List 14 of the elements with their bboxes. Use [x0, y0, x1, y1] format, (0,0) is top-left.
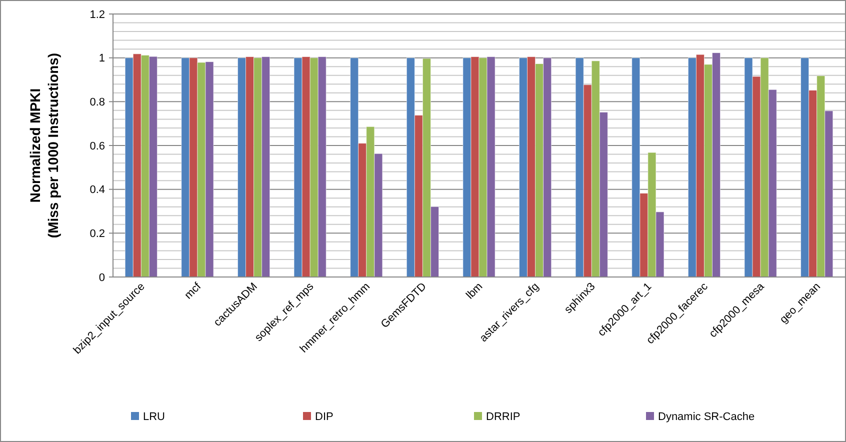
legend-label: DIP [315, 411, 334, 423]
legend-label: Dynamic SR-Cache [658, 411, 755, 423]
y-tick-label: 0.4 [90, 184, 105, 196]
y-tick-label: 1.2 [90, 8, 105, 21]
x-tick-label: mcf [182, 280, 204, 302]
y-tick-label: 0.8 [90, 96, 105, 109]
legend-label: DRRIP [486, 411, 520, 423]
y-tick-label: 1 [98, 52, 105, 65]
y-tick-label: 0.6 [90, 140, 105, 152]
legend-label: LRU [143, 411, 166, 423]
x-tick-label: lbm [464, 280, 486, 302]
y-tick-label: 0 [98, 272, 105, 284]
y-axis-title: Normalized MPKI (Miss per 1000 Instructions) [27, 52, 61, 238]
y-tick-label: 0.2 [90, 228, 105, 240]
